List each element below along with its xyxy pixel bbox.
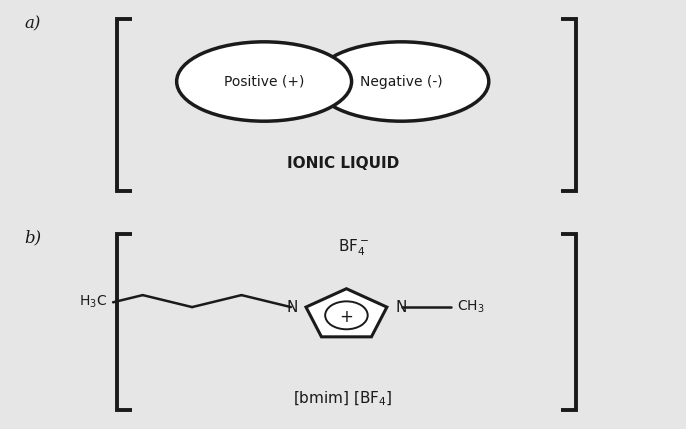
- Text: +: +: [340, 308, 353, 326]
- Polygon shape: [306, 289, 387, 337]
- Text: [bmim] [BF$_4$]: [bmim] [BF$_4$]: [293, 390, 393, 408]
- Text: b): b): [24, 230, 41, 247]
- Text: N: N: [395, 299, 407, 314]
- Ellipse shape: [177, 42, 352, 121]
- Text: Positive (+): Positive (+): [224, 75, 305, 88]
- Text: IONIC LIQUID: IONIC LIQUID: [287, 156, 399, 170]
- Text: BF$_4^-$: BF$_4^-$: [338, 237, 369, 258]
- Text: Negative (-): Negative (-): [360, 75, 442, 88]
- Text: H$_3$C: H$_3$C: [80, 294, 108, 311]
- Text: CH$_3$: CH$_3$: [457, 299, 484, 315]
- Text: a): a): [24, 15, 40, 32]
- Text: N: N: [286, 299, 298, 314]
- Ellipse shape: [314, 42, 488, 121]
